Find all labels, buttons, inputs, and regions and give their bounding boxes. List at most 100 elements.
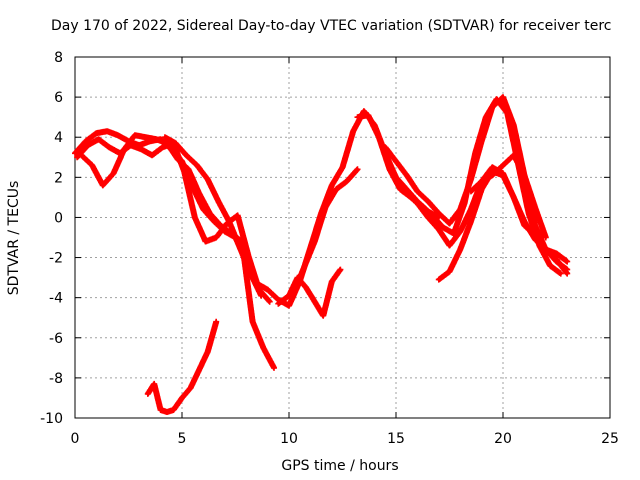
data-point — [165, 410, 169, 414]
series-markers — [74, 136, 273, 305]
data-point — [351, 129, 355, 133]
data-point — [501, 173, 505, 177]
data-point — [291, 292, 295, 296]
data-point — [555, 252, 558, 256]
series-arc-5 — [161, 134, 265, 299]
data-point — [448, 270, 451, 274]
series-markers — [290, 166, 361, 297]
data-point — [238, 246, 242, 250]
data-point — [206, 177, 210, 181]
ticks-layer: -10 -8 -6 -4 -2 0 2 4 6 8 0 5 10 15 20 25 — [40, 50, 619, 447]
data-point — [261, 346, 265, 350]
data-point — [544, 236, 548, 239]
data-point — [512, 123, 516, 127]
data-point — [94, 131, 98, 135]
data-point — [458, 248, 462, 252]
data-point — [204, 240, 208, 244]
series-markers — [275, 266, 344, 319]
data-point — [321, 314, 325, 318]
data-point — [219, 223, 223, 227]
x-tick-label: 20 — [494, 431, 512, 447]
data-point — [227, 219, 231, 223]
data-point — [302, 266, 306, 270]
data-point — [366, 113, 370, 117]
data-point — [216, 199, 220, 203]
data-point — [533, 205, 537, 209]
data-point — [415, 201, 419, 205]
grid-layer — [75, 57, 610, 418]
data-point — [161, 145, 165, 149]
data-point — [512, 195, 516, 199]
data-point — [112, 171, 116, 175]
data-point — [189, 386, 193, 390]
y-tick-label: -2 — [49, 251, 63, 267]
data-point — [437, 211, 441, 215]
data-point — [214, 236, 218, 239]
data-point — [73, 151, 77, 155]
series-arc-3 — [78, 132, 277, 371]
data-point — [512, 153, 516, 157]
data-point — [146, 392, 150, 396]
data-point — [268, 300, 272, 304]
data-point — [313, 240, 317, 244]
y-tick-label: -10 — [40, 411, 63, 427]
data-point — [334, 187, 338, 191]
data-point — [430, 213, 434, 217]
plot-frame — [74, 56, 611, 419]
data-point — [323, 205, 327, 209]
data-point — [75, 155, 79, 159]
data-point — [184, 153, 188, 157]
data-point — [236, 213, 240, 217]
data-point — [469, 177, 473, 181]
data-point — [362, 109, 366, 113]
data-point — [355, 115, 359, 119]
data-point — [426, 215, 430, 219]
data-point — [152, 382, 156, 386]
data-point — [469, 207, 473, 211]
data-point — [480, 187, 484, 191]
data-point — [171, 408, 175, 412]
data-point — [469, 189, 473, 193]
data-point — [186, 167, 190, 171]
data-point — [415, 189, 419, 193]
data-point — [345, 179, 349, 183]
data-point — [197, 368, 201, 372]
series-arc-12 — [467, 152, 549, 241]
data-point — [313, 300, 317, 304]
data-point — [276, 302, 280, 306]
y-tick-label: 0 — [54, 210, 63, 226]
data-point — [251, 320, 255, 324]
data-point — [559, 272, 563, 276]
data-point — [458, 207, 462, 211]
data-point — [448, 221, 451, 225]
data-point — [330, 183, 334, 187]
data-point — [150, 153, 154, 157]
data-point — [394, 179, 398, 183]
data-point — [394, 159, 398, 163]
data-point — [355, 167, 359, 171]
data-point — [426, 199, 430, 203]
data-point — [79, 153, 83, 157]
data-point — [165, 141, 169, 145]
data-point — [133, 133, 137, 137]
data-point — [208, 211, 212, 215]
data-layer — [72, 94, 571, 415]
data-point — [480, 179, 484, 183]
series-arc-11 — [435, 168, 571, 283]
data-point — [480, 139, 484, 143]
data-point — [176, 157, 180, 161]
data-point — [182, 169, 186, 173]
data-point — [287, 304, 291, 308]
y-tick-label: -8 — [49, 371, 63, 387]
data-point — [330, 280, 334, 284]
data-point — [544, 248, 548, 252]
series-arc-6 — [275, 266, 344, 319]
y-tick-label: 8 — [54, 50, 63, 66]
data-point — [84, 139, 88, 143]
data-point — [548, 264, 552, 268]
data-point — [259, 294, 263, 298]
data-point — [522, 173, 526, 177]
data-point — [469, 219, 473, 223]
data-point — [437, 227, 441, 231]
data-point — [533, 238, 537, 242]
